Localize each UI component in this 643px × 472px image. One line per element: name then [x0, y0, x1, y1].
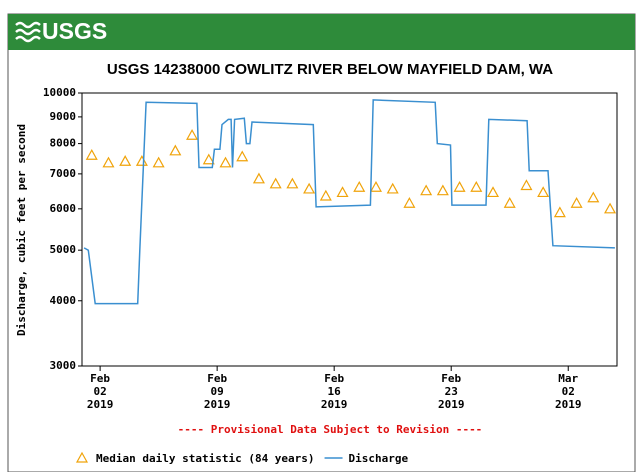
median-marker [503, 196, 516, 208]
logo-waves [15, 21, 41, 43]
median-marker [486, 186, 500, 198]
median-marker [286, 177, 299, 189]
median-marker [252, 172, 265, 184]
legend-label: Discharge [349, 452, 409, 465]
median-marker [269, 177, 282, 189]
median-marker [202, 153, 215, 165]
x-tick-label: Feb 23 2019 [438, 372, 465, 411]
median-marker [336, 186, 349, 198]
median-marker [236, 150, 249, 162]
y-tick-label: 4000 [50, 294, 77, 307]
y-tick-label: 10000 [43, 86, 76, 99]
median-marker [386, 182, 399, 194]
median-marker [303, 182, 316, 194]
y-tick-label: 3000 [50, 359, 77, 372]
median-marker [119, 155, 132, 166]
median-marker [403, 196, 416, 208]
median-marker [169, 144, 182, 156]
y-tick-label: 6000 [50, 202, 77, 215]
y-tick-label: 7000 [50, 167, 77, 180]
header-band [8, 14, 635, 50]
y-tick-label: 5000 [50, 243, 77, 256]
x-tick-label: Feb 16 2019 [321, 372, 348, 411]
median-marker [420, 184, 433, 196]
median-marker [604, 202, 617, 214]
subtitle: ---- Provisional Data Subject to Revisio… [178, 423, 483, 436]
plot-area [81, 92, 618, 367]
frame [7, 13, 636, 472]
median-marker [319, 189, 332, 201]
y-axis-label: Discharge, cubic feet per second [15, 124, 28, 336]
median-marker [470, 180, 483, 192]
x-tick-label: Mar 02 2019 [555, 372, 582, 411]
discharge-line [83, 99, 615, 305]
median-marker [85, 148, 98, 160]
legend-label: Median daily statistic (84 years) [96, 452, 315, 465]
median-marker [353, 180, 366, 192]
median-marker [152, 156, 165, 168]
x-tick-label: Feb 09 2019 [204, 372, 231, 411]
median-marker [537, 186, 550, 198]
x-tick-label: Feb 02 2019 [87, 372, 114, 411]
median-marker [520, 179, 533, 191]
chart-title: USGS 14238000 COWLITZ RIVER BELOW MAYFIE… [107, 61, 553, 78]
median-marker [135, 155, 148, 166]
logo: USGS [42, 18, 107, 44]
median-marker [436, 184, 449, 196]
y-tick-label: 8000 [50, 137, 77, 150]
median-marker [102, 156, 115, 168]
median-marker [553, 206, 566, 218]
median-marker [453, 180, 466, 192]
legend-icon [75, 451, 89, 463]
median-marker [219, 156, 232, 168]
median-marker [587, 191, 600, 203]
y-tick-label: 9000 [50, 110, 77, 123]
median-marker [186, 129, 199, 140]
median-marker [570, 196, 583, 208]
median-marker [369, 180, 382, 192]
